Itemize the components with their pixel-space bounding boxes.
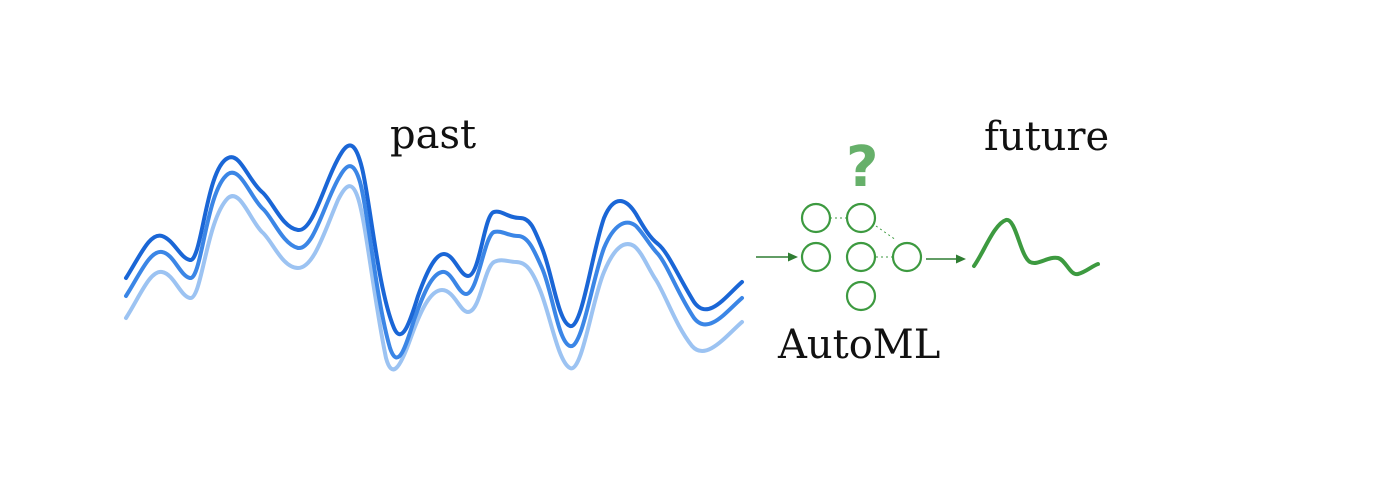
past-series-mid bbox=[124, 164, 744, 360]
network-connections bbox=[830, 217, 897, 258]
question-mark-icon: ? bbox=[846, 135, 878, 200]
network-node bbox=[845, 280, 877, 312]
neural-network-icon bbox=[800, 202, 923, 312]
network-node bbox=[845, 241, 877, 273]
past-label: past bbox=[390, 112, 476, 158]
network-node bbox=[845, 202, 877, 234]
past-series-light bbox=[124, 184, 744, 372]
past-series-group bbox=[124, 143, 744, 372]
automl-label: AutoML bbox=[777, 322, 940, 368]
forecast-curve-icon bbox=[972, 218, 1100, 277]
network-node bbox=[891, 241, 923, 273]
input-arrow bbox=[756, 252, 798, 262]
network-node bbox=[800, 202, 832, 234]
output-arrow bbox=[926, 254, 966, 264]
network-node bbox=[800, 241, 832, 273]
future-label: future bbox=[984, 114, 1109, 160]
past-series-dark bbox=[124, 143, 744, 337]
